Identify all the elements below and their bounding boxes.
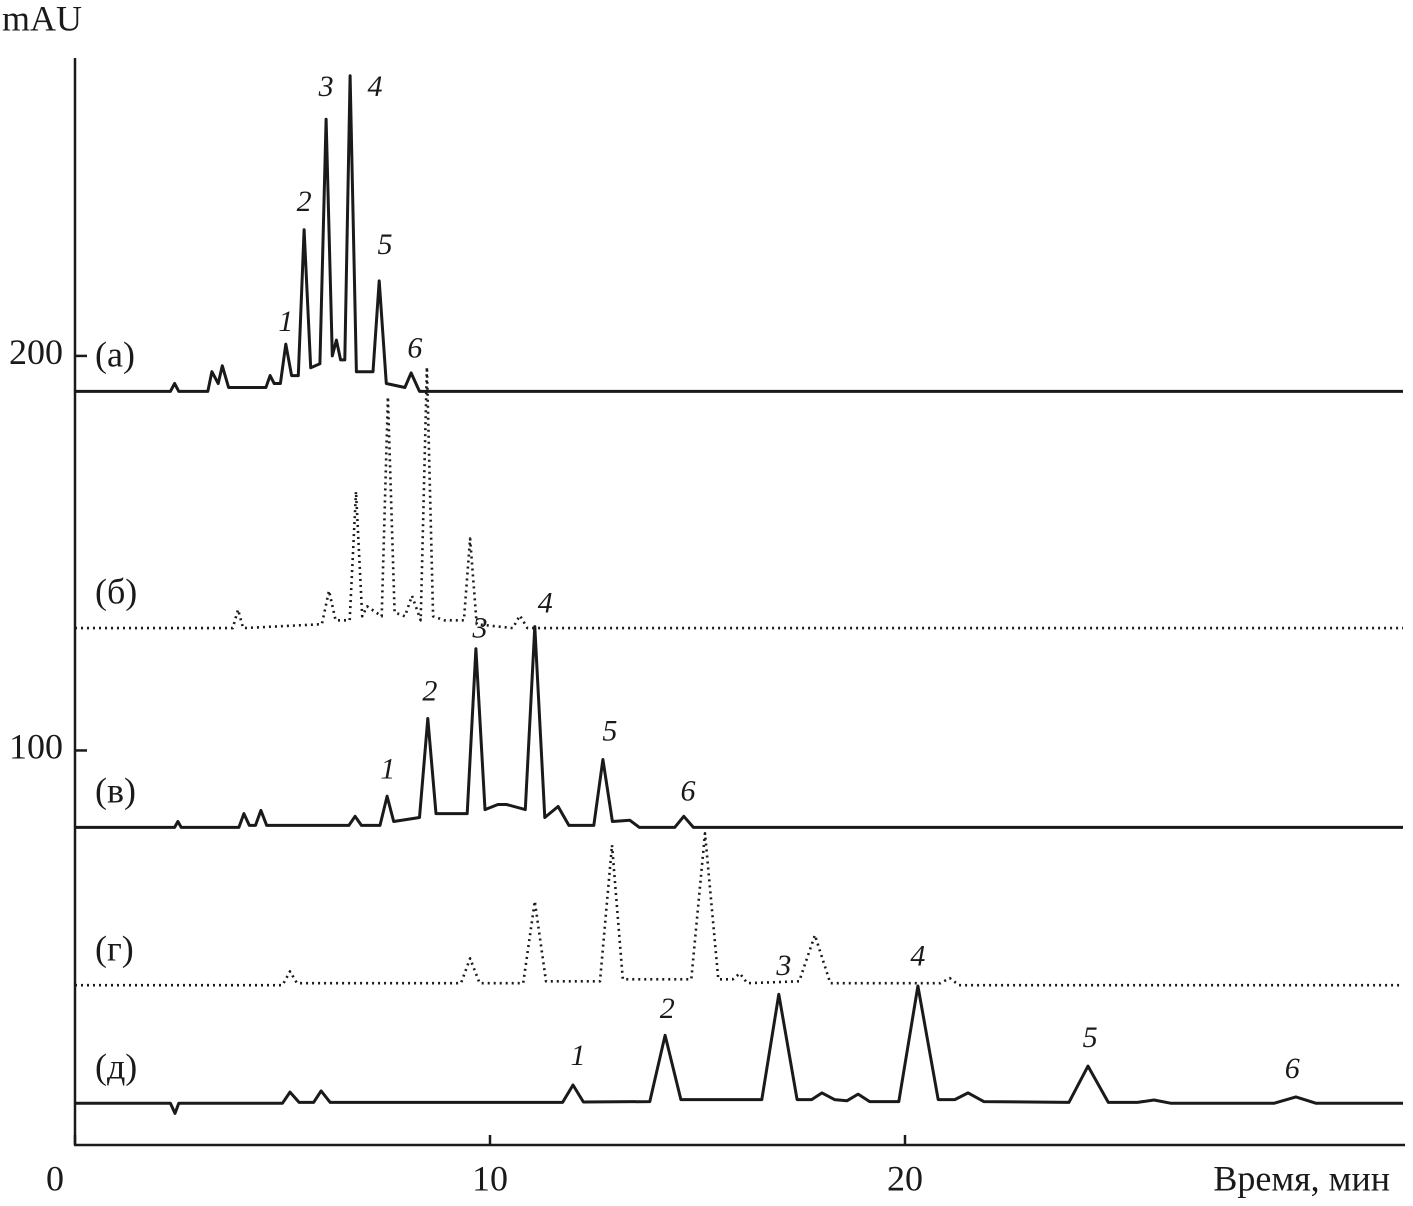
peak-label: 1 bbox=[380, 752, 395, 785]
peak-label: 3 bbox=[318, 70, 334, 103]
y-axis-label: mAU bbox=[2, 0, 82, 38]
peak-label: 3 bbox=[472, 611, 488, 644]
trace-label: (в) bbox=[95, 771, 136, 811]
peak-label: 2 bbox=[422, 675, 437, 708]
trace-line bbox=[75, 74, 1403, 393]
peak-label: 4 bbox=[368, 70, 383, 103]
peak-label: 2 bbox=[297, 185, 312, 218]
trace-line bbox=[75, 625, 1403, 829]
y-tick-label: 100 bbox=[9, 727, 63, 767]
trace-line bbox=[75, 832, 1403, 987]
trace-label: (д) bbox=[95, 1046, 137, 1086]
peak-label: 1 bbox=[570, 1039, 585, 1072]
peak-label: 5 bbox=[1083, 1021, 1098, 1054]
trace-line bbox=[75, 365, 1403, 630]
peak-label: 1 bbox=[278, 305, 293, 338]
y-tick-label: 200 bbox=[9, 332, 63, 372]
peak-label: 3 bbox=[775, 949, 791, 982]
peak-label: 6 bbox=[407, 332, 422, 365]
trace-label: (а) bbox=[95, 335, 135, 375]
x-axis-label: Время, мин bbox=[1213, 1158, 1390, 1198]
x-tick-label: 0 bbox=[46, 1158, 64, 1198]
trace-label: (б) bbox=[95, 571, 137, 611]
peak-label: 4 bbox=[910, 939, 925, 972]
peak-label: 4 bbox=[538, 587, 553, 620]
trace-line bbox=[75, 984, 1403, 1115]
peak-label: 5 bbox=[602, 714, 617, 747]
x-tick-label: 20 bbox=[887, 1158, 923, 1198]
peak-label: 2 bbox=[660, 992, 675, 1025]
trace-label: (г) bbox=[95, 928, 134, 968]
peak-label: 6 bbox=[680, 774, 695, 807]
x-tick-label: 10 bbox=[472, 1158, 508, 1198]
peak-label: 6 bbox=[1285, 1052, 1300, 1085]
peak-label: 5 bbox=[378, 228, 393, 261]
